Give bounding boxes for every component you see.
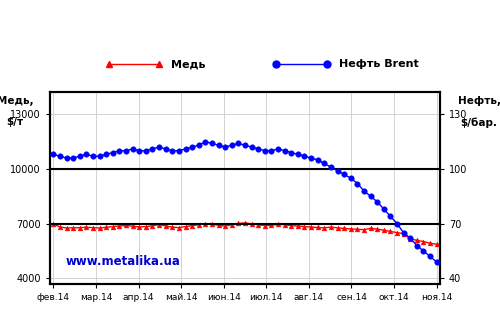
Text: Медь: Медь [171,59,205,69]
Text: Нефть,: Нефть, [458,96,500,106]
Text: www.metalika.ua: www.metalika.ua [66,255,180,269]
Text: Медь,: Медь, [0,96,33,106]
Text: Нефть Brent: Нефть Brent [338,59,418,69]
Text: $/бар.: $/бар. [460,117,498,128]
Text: $/т: $/т [6,117,24,127]
